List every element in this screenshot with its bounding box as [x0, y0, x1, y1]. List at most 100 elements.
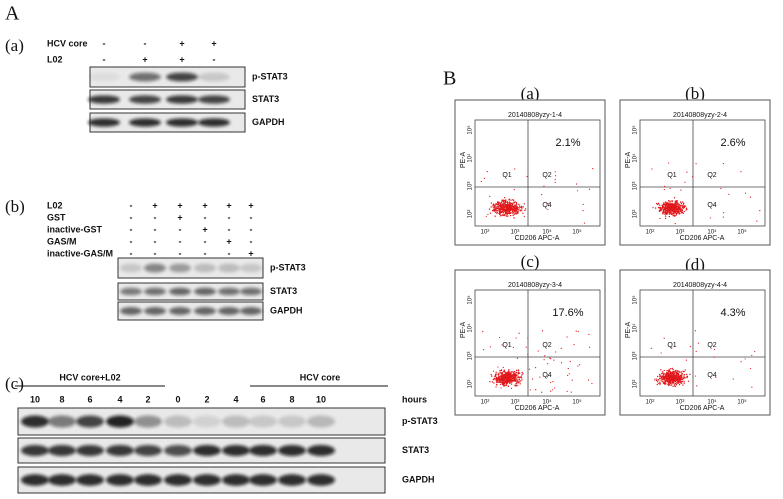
event-dot: [516, 379, 519, 381]
event-dot: [489, 212, 492, 214]
band: [198, 72, 230, 82]
event-dot: [487, 213, 489, 216]
event-dot: [676, 381, 678, 384]
band: [169, 307, 191, 315]
treatment-sign: -: [213, 54, 216, 64]
event-dot: [517, 381, 520, 383]
event-dot: [662, 381, 664, 383]
event-dot: [522, 206, 524, 208]
event-dot: [495, 208, 497, 210]
event-dot: [512, 375, 514, 378]
event-dot: [500, 381, 503, 384]
event-dot: [549, 358, 552, 360]
band: [193, 474, 221, 486]
event-dot: [660, 369, 662, 371]
event-dot: [671, 204, 674, 206]
x-tick-label: 10²: [481, 230, 490, 236]
quadrant-label: Q1: [667, 342, 676, 349]
event-dot: [510, 376, 513, 378]
event-dot: [501, 344, 503, 346]
band: [218, 263, 240, 273]
event-dot: [663, 201, 665, 204]
event-dot: [749, 367, 752, 370]
event-dot: [498, 206, 500, 208]
event-dot: [749, 196, 752, 198]
event-dot: [678, 370, 680, 373]
event-dot: [682, 206, 684, 208]
event-dot: [668, 376, 671, 378]
treatment-sign: +: [226, 236, 231, 246]
event-dot: [512, 346, 514, 349]
event-dot: [679, 209, 682, 212]
event-dot: [740, 171, 742, 173]
event-dot: [506, 208, 508, 210]
event-dot: [659, 382, 661, 384]
band: [278, 415, 306, 428]
treatment-sign: -: [144, 38, 147, 48]
event-dot: [513, 371, 515, 374]
event-dot: [682, 377, 685, 380]
event-dot: [516, 357, 519, 359]
event-dot: [506, 378, 508, 380]
event-dot: [503, 374, 505, 376]
plot-label: (a): [521, 84, 540, 103]
treatment-sign: -: [154, 224, 157, 234]
band: [166, 118, 198, 127]
treatment-sign: +: [179, 54, 184, 64]
event-dot: [666, 380, 669, 382]
event-dot: [683, 382, 685, 384]
event-dot: [592, 167, 594, 170]
event-dot: [497, 201, 499, 203]
event-dot: [482, 349, 485, 351]
event-dot: [579, 364, 581, 366]
band: [48, 415, 76, 428]
event-dot: [504, 213, 506, 215]
event-dot: [521, 371, 523, 374]
event-dot: [720, 187, 722, 190]
event-dot: [678, 383, 681, 386]
event-dot: [495, 202, 497, 205]
event-dot: [499, 381, 501, 383]
event-dot: [501, 207, 503, 210]
event-dot: [663, 185, 666, 187]
band: [21, 474, 49, 486]
event-dot: [669, 187, 671, 190]
event-dot: [744, 192, 747, 194]
treatment-sign: +: [211, 38, 216, 48]
event-dot: [664, 217, 667, 220]
event-dot: [678, 373, 680, 376]
event-dot: [512, 373, 514, 376]
blot-label: GAPDH: [270, 305, 303, 315]
event-dot: [505, 211, 507, 213]
event-dot: [495, 376, 498, 378]
event-dot: [527, 337, 529, 339]
treatment-sign: -: [154, 248, 157, 258]
event-dot: [678, 213, 680, 215]
treatment-sign: +: [179, 38, 184, 48]
event-dot: [668, 383, 671, 386]
event-dot: [506, 215, 508, 217]
event-dot: [675, 206, 677, 208]
x-axis-label: CD206 APC-A: [515, 235, 560, 242]
hour-label: 10: [30, 394, 40, 404]
event-dot: [499, 215, 502, 217]
event-dot: [517, 372, 520, 375]
y-tick-label: 10⁴: [467, 153, 474, 163]
event-dot: [673, 383, 676, 385]
treatment-sign: -: [130, 248, 133, 258]
event-dot: [687, 380, 690, 382]
y-tick-label: 10⁵: [632, 295, 639, 305]
event-dot: [521, 379, 523, 381]
row-label: inactive-GAS/M: [47, 248, 113, 258]
event-dot: [513, 370, 516, 373]
quadrant-label: Q1: [502, 342, 511, 349]
event-dot: [510, 205, 512, 208]
y-axis-label: PE-A: [460, 152, 467, 169]
event-dot: [663, 204, 666, 206]
band: [88, 118, 120, 127]
event-dot: [659, 209, 661, 211]
event-dot: [515, 213, 517, 215]
event-dot: [722, 212, 725, 214]
event-dot: [553, 387, 556, 389]
plot-frame: [619, 269, 771, 416]
